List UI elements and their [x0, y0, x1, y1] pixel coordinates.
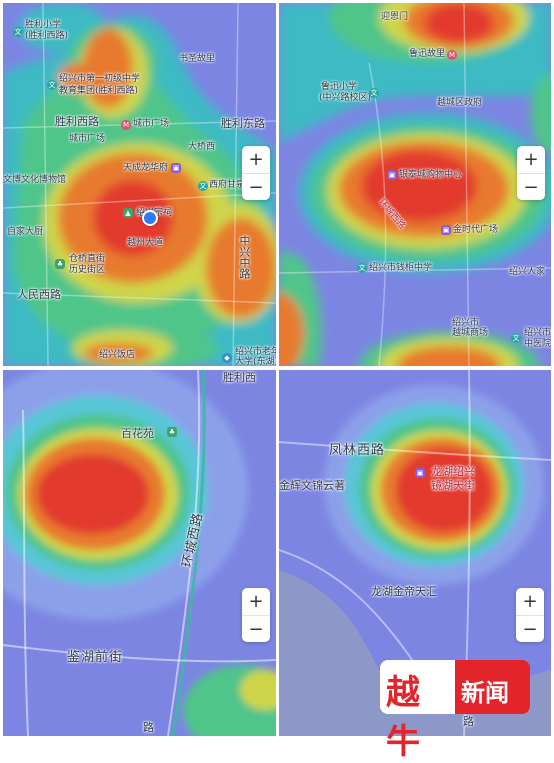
label-middle-school: 绍兴市第一初级中学 [59, 74, 141, 84]
road-suffix: 路 [143, 721, 154, 734]
label-shusheng-guli: 书圣故里 [179, 54, 216, 64]
road-zhongxing-middle: 中兴中路 [238, 235, 251, 279]
label-shaoxing-family: 绍兴人家 [509, 267, 546, 277]
mall-icon: ▣ [171, 163, 181, 173]
yueniu-news-logo: 越牛 新闻 [380, 660, 530, 762]
label-yuezhou-avenue: 越州大道 [127, 238, 164, 248]
mall-icon: ▣ [415, 468, 425, 478]
zoom-in-button[interactable]: + [522, 591, 538, 612]
heatmap-layer [3, 3, 276, 366]
landmark-icon: ▲ [123, 208, 133, 218]
road-jianhu-front: 鉴湖前街 [67, 650, 124, 665]
mall-icon: ▣ [441, 225, 451, 235]
zoom-out-button[interactable]: − [517, 173, 545, 201]
zoom-out-button[interactable]: − [242, 173, 270, 201]
hospital-icon: 文 [511, 333, 521, 343]
road-shengli-east: 胜利东路 [221, 117, 265, 130]
park-icon: ♣ [167, 427, 177, 437]
logo-right: 新闻 [455, 660, 530, 714]
logo-text-yueniu: 越牛 [386, 673, 421, 762]
zoom-in-button[interactable]: + [248, 591, 264, 612]
label-baihuayuan: 百花苑 [121, 427, 154, 440]
heatmap-collage: 胜利小学 (胜利西路) 文 绍兴市第一初级中学 教育集团(胜利西路) 文 城市广… [3, 3, 551, 762]
label-hotel: 绍兴饭店 [99, 350, 136, 360]
label-daqiao-west: 大桥西 [188, 142, 216, 152]
label-district-government: 越城区政府 [437, 98, 483, 108]
label-golden-plaza: 金时代广场 [453, 225, 499, 235]
road-shengli-west: 胜利西路 [55, 115, 99, 128]
label-museum: 文博文化博物馆 [3, 175, 67, 185]
school-icon: 文 [47, 80, 57, 90]
school-icon: 文 [13, 27, 23, 37]
road-renmin-west: 人民西路 [17, 288, 61, 301]
label-xifu: 西府甘泉 [209, 180, 246, 190]
label-city-square: 城市广场 [69, 134, 106, 144]
label-shaoxing-city: 绍兴市 [452, 318, 480, 328]
school-icon: 文 [357, 263, 367, 273]
heatmap-layer [3, 370, 276, 736]
zoom-out-button[interactable]: − [242, 615, 270, 643]
metro-icon: M [121, 120, 131, 130]
road-suffix: 路 [463, 715, 474, 728]
label-senior-university-campus: 大学(东湖) [235, 357, 276, 367]
logo-text-news: 新闻 [461, 679, 509, 707]
label-luxun-school-campus: (中兴路校区) [319, 93, 372, 103]
label-cangqiao-street: 仓桥直街 [69, 254, 106, 264]
label-middle-school: 绍兴市钱柜中学 [369, 263, 433, 273]
mall-icon: ▣ [387, 170, 397, 180]
label-yuecheng-market: 越城商场 [452, 328, 489, 338]
current-location-dot [142, 210, 158, 226]
label-yingen-gate: 迎恩门 [381, 12, 409, 22]
label-jinhui-residence: 金辉文锦云著 [279, 479, 345, 492]
label-yintai-mall: 银泰城购物中心 [399, 170, 463, 180]
label-senior-university: 绍兴市老年 [235, 347, 276, 357]
label-school-campus: (胜利西路) [25, 31, 69, 41]
label-luxun-hometown: 鲁迅故里 [409, 49, 446, 59]
label-hospital-a: 绍兴市第 [524, 328, 551, 338]
logo-left: 越牛 [380, 660, 455, 762]
heatmap-layer [279, 3, 551, 366]
label-residence: 天成龙华府 [123, 163, 169, 173]
road-fenglin-west: 凤林西路 [329, 443, 386, 458]
label-metro-station: 城市广场 [133, 119, 170, 129]
school-icon: 文 [369, 88, 379, 98]
poi-icon: ◆ [222, 353, 232, 363]
map-panel-baihuayuan[interactable]: 胜利西 百花苑 ♣ 环城西路 鉴湖前街 路 + − [3, 370, 276, 736]
zoom-control: + − [516, 588, 544, 642]
zoom-in-button[interactable]: + [523, 149, 539, 170]
label-school: 胜利小学 [25, 20, 62, 30]
label-restaurant: 自家大厨 [7, 227, 44, 237]
label-historic-district: 历史街区 [69, 265, 106, 275]
zoom-control: + − [242, 588, 270, 642]
label-luxun-school: 鲁迅小学 [321, 82, 358, 92]
label-longfor-residence: 龙湖金帝天汇 [371, 585, 437, 598]
metro-icon: M [447, 50, 457, 60]
map-panel-city-square[interactable]: 胜利小学 (胜利西路) 文 绍兴市第一初级中学 教育集团(胜利西路) 文 城市广… [3, 3, 276, 366]
map-panel-yintai[interactable]: 迎恩门 鲁迅故里 M 鲁迅小学 (中兴路校区) 文 越城区政府 ▣ 银泰城购物中… [279, 3, 551, 366]
road-shengli-west: 胜利西 [223, 371, 256, 384]
zoom-control: + − [517, 146, 545, 200]
poi-icon: 文 [198, 181, 208, 191]
park-icon: ♣ [55, 259, 65, 269]
label-hospital-b: 中医院 [524, 339, 551, 349]
label-longfor-shaoxing: 龙湖绍兴 [431, 465, 475, 478]
label-jinghu-tianjie: 镜湖天街 [431, 479, 475, 492]
zoom-out-button[interactable]: − [516, 615, 544, 643]
zoom-in-button[interactable]: + [248, 149, 264, 170]
zoom-control: + − [242, 146, 270, 200]
label-middle-school-group: 教育集团(胜利西路) [59, 86, 139, 96]
